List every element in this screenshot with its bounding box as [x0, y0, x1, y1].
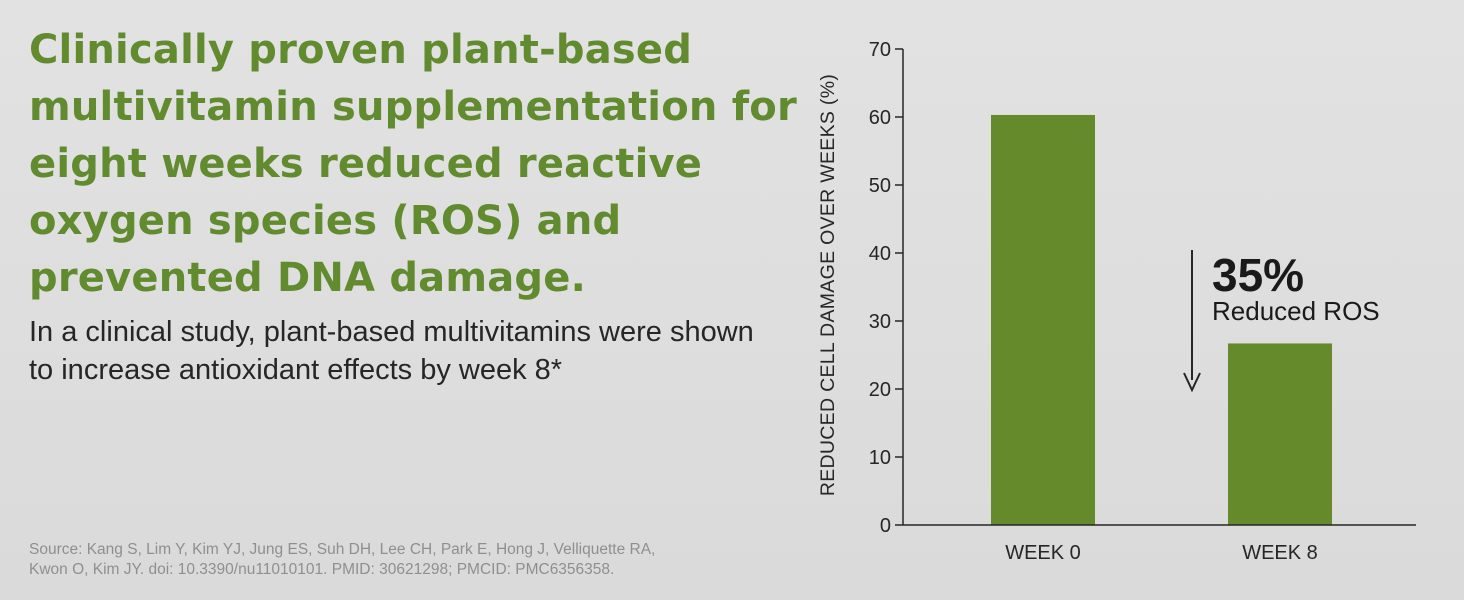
x-axis: WEEK 0 WEEK 8 — [903, 524, 1416, 564]
x-tick-label: WEEK 0 — [1005, 542, 1081, 564]
reduction-annotation: 35% Reduced ROS — [1183, 249, 1380, 393]
bar-week-0 — [991, 114, 1095, 526]
y-tick-label: 60 — [869, 107, 891, 129]
y-tick-label: 20 — [869, 379, 891, 401]
y-tick-label: 50 — [869, 175, 891, 197]
source-line-1: Source: Kang S, Lim Y, Kim YJ, Jung ES, … — [29, 541, 656, 558]
y-tick-label: 0 — [880, 515, 891, 537]
bar-week-8 — [1228, 343, 1332, 525]
y-tick-label: 30 — [869, 311, 891, 333]
x-tick-label: WEEK 8 — [1242, 542, 1318, 564]
source-line-2: Kwon O, Kim JY. doi: 10.3390/nu11010101.… — [29, 561, 615, 578]
y-axis: 0 10 20 30 40 50 60 70 — [869, 39, 904, 537]
reduction-value: 35% — [1212, 249, 1304, 301]
source-citation: Source: Kang S, Lim Y, Kim YJ, Jung ES, … — [29, 540, 789, 580]
y-axis-title: REDUCED CELL DAMAGE OVER WEEKS (%) — [817, 74, 839, 496]
body-text: In a clinical study, plant-based multivi… — [29, 316, 754, 386]
y-tick-label: 70 — [869, 39, 891, 61]
y-tick-label: 40 — [869, 243, 891, 265]
bars-group — [991, 114, 1332, 526]
down-arrow-icon — [1183, 372, 1201, 393]
headline: Clinically proven plant-based multivitam… — [29, 27, 797, 301]
y-tick-label: 10 — [869, 447, 891, 469]
reduction-label: Reduced ROS — [1212, 296, 1380, 326]
